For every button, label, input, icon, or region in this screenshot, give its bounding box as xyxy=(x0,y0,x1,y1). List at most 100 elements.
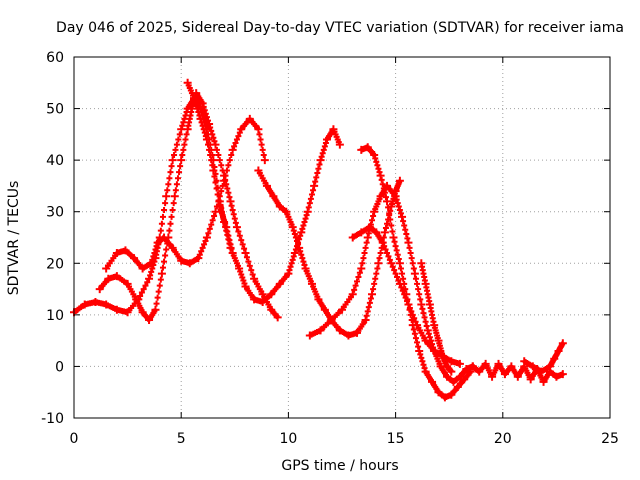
data-point xyxy=(310,187,317,194)
y-tick-label: 60 xyxy=(46,50,64,66)
data-point xyxy=(447,367,456,376)
series-track-e xyxy=(254,166,404,340)
data-point xyxy=(249,271,256,278)
x-tick-label: 0 xyxy=(70,431,79,447)
data-point xyxy=(406,244,413,251)
data-point xyxy=(239,274,246,281)
data-point xyxy=(374,259,383,268)
data-point xyxy=(205,141,211,148)
data-point xyxy=(363,312,370,319)
data-point xyxy=(153,300,160,307)
data-point xyxy=(222,223,231,232)
data-point xyxy=(155,288,162,295)
data-point xyxy=(199,244,206,251)
data-point xyxy=(319,150,326,157)
data-point xyxy=(392,270,399,277)
data-point xyxy=(310,181,319,190)
data-point xyxy=(246,262,253,269)
data-point xyxy=(172,187,179,194)
data-point xyxy=(203,114,210,121)
data-point xyxy=(408,308,415,315)
data-point xyxy=(211,140,220,149)
data-point xyxy=(415,286,422,293)
data-point xyxy=(157,276,164,283)
data-point xyxy=(299,255,306,262)
data-point xyxy=(403,231,410,238)
data-point xyxy=(335,140,344,149)
data-point xyxy=(239,241,246,248)
data-point xyxy=(235,133,242,140)
data-point xyxy=(313,174,320,181)
data-point xyxy=(168,156,177,165)
data-point xyxy=(219,182,226,189)
data-point xyxy=(289,256,296,263)
data-point xyxy=(409,311,416,318)
data-point xyxy=(228,202,235,209)
data-point xyxy=(235,228,242,235)
data-point xyxy=(399,270,406,277)
data-point xyxy=(142,282,149,289)
data-point xyxy=(140,286,147,293)
data-point xyxy=(367,295,374,302)
data-point xyxy=(419,305,426,312)
data-point xyxy=(220,213,227,220)
data-point xyxy=(291,231,298,238)
data-point xyxy=(206,225,213,232)
data-point xyxy=(395,255,402,262)
data-point xyxy=(366,299,373,306)
data-point xyxy=(259,146,266,153)
data-point xyxy=(389,233,398,242)
series-track-i xyxy=(417,259,456,376)
data-point xyxy=(365,304,372,311)
data-point xyxy=(387,216,394,223)
data-point xyxy=(258,141,265,148)
data-point xyxy=(401,291,408,298)
data-point xyxy=(348,290,357,299)
data-point xyxy=(162,252,169,259)
plot-frame xyxy=(73,56,611,419)
data-point xyxy=(151,305,160,314)
data-point xyxy=(193,102,200,109)
chart-title: Day 046 of 2025, Sidereal Day-to-day VTE… xyxy=(56,20,624,36)
x-tick-label: 10 xyxy=(279,431,297,447)
data-point xyxy=(205,230,212,237)
data-point xyxy=(170,200,177,207)
data-point xyxy=(152,246,159,253)
data-point xyxy=(409,260,416,267)
data-point xyxy=(202,110,209,117)
data-point xyxy=(395,176,404,185)
data-point xyxy=(423,323,430,330)
data-point xyxy=(371,280,378,287)
data-point xyxy=(233,136,240,143)
data-point xyxy=(414,280,421,287)
data-point xyxy=(202,233,211,242)
data-point xyxy=(396,206,403,213)
data-point xyxy=(374,162,381,169)
x-tick-label: 25 xyxy=(601,431,619,447)
data-point xyxy=(200,103,207,110)
data-point xyxy=(417,351,424,358)
data-point xyxy=(157,227,164,234)
data-point xyxy=(558,370,567,379)
data-point xyxy=(385,253,392,260)
data-point xyxy=(226,157,233,164)
y-tick-label: 50 xyxy=(46,102,64,118)
data-point xyxy=(398,212,407,221)
data-point xyxy=(212,179,219,186)
data-point xyxy=(411,330,418,337)
data-point xyxy=(400,218,407,225)
data-point xyxy=(199,122,206,129)
data-point xyxy=(406,304,413,311)
data-point xyxy=(389,263,396,270)
data-point xyxy=(161,206,168,213)
data-point xyxy=(211,213,218,220)
data-point xyxy=(365,230,372,237)
data-point xyxy=(361,249,368,256)
data-point xyxy=(211,173,218,180)
data-point xyxy=(314,170,321,177)
data-point xyxy=(201,241,208,248)
data-point xyxy=(207,124,214,131)
data-point xyxy=(182,136,189,143)
data-point xyxy=(422,318,429,325)
data-point xyxy=(287,263,294,270)
